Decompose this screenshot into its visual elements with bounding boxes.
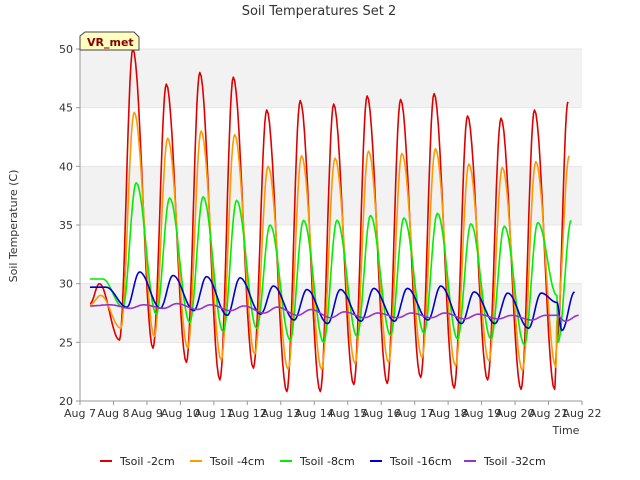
- y-tick-label: 40: [59, 160, 73, 173]
- x-tick-label: Aug 22: [563, 407, 602, 420]
- series-layer: [89, 48, 579, 393]
- chart-title: Soil Temperatures Set 2: [242, 4, 397, 19]
- legend-label: Tsoil -8cm: [299, 455, 355, 468]
- x-tick-label: Aug 20: [496, 407, 535, 420]
- x-tick-label: Aug 12: [228, 407, 267, 420]
- annotation-box: VR_met: [79, 31, 140, 51]
- legend: Tsoil -2cm Tsoil -4cm Tsoil -8cm Tsoil -16c…: [100, 455, 546, 468]
- x-tick-label: Aug 10: [161, 407, 200, 420]
- x-tick-label: Aug 13: [261, 407, 300, 420]
- grid-band: [80, 342, 582, 401]
- y-axis-label: Soil Temperature (C): [7, 170, 20, 283]
- x-tick-label: Aug 18: [429, 407, 468, 420]
- x-tick-label: Aug 17: [395, 407, 434, 420]
- y-tick-label: 50: [59, 43, 73, 56]
- series-line-tsoil-8cm: [90, 182, 572, 346]
- legend-label: Tsoil -16cm: [389, 455, 452, 468]
- x-tick-label: Aug 15: [328, 407, 367, 420]
- x-tick-label: Aug 21: [529, 407, 568, 420]
- series-line-tsoil-16cm: [90, 271, 575, 332]
- x-tick-label: Aug 19: [462, 407, 501, 420]
- x-tick-label: Aug 14: [295, 407, 334, 420]
- y-tick-label: 30: [59, 278, 73, 291]
- x-tick-label: Aug 7: [64, 407, 96, 420]
- annotation-label: VR_met: [87, 36, 134, 49]
- series-line-tsoil-2cm: [89, 48, 569, 393]
- x-tick-label: Aug 11: [194, 407, 233, 420]
- legend-label: Tsoil -32cm: [483, 455, 546, 468]
- series-line-tsoil-32cm: [89, 302, 579, 322]
- series-line-tsoil-4cm: [89, 111, 571, 372]
- legend-label: Tsoil -2cm: [119, 455, 175, 468]
- y-tick-label: 35: [59, 219, 73, 232]
- legend-label: Tsoil -4cm: [209, 455, 265, 468]
- grid-band: [80, 49, 582, 108]
- y-axis-ticks: 20 25 30 35 40 45 50: [59, 43, 80, 408]
- x-axis-label: Time: [552, 424, 580, 437]
- y-tick-label: 20: [59, 395, 73, 408]
- y-tick-label: 45: [59, 102, 73, 115]
- x-tick-label: Aug 8: [97, 407, 129, 420]
- grid-band: [80, 283, 582, 343]
- x-tick-label: Aug 9: [131, 407, 163, 420]
- y-tick-label: 25: [59, 336, 73, 349]
- x-tick-label: Aug 16: [362, 407, 401, 420]
